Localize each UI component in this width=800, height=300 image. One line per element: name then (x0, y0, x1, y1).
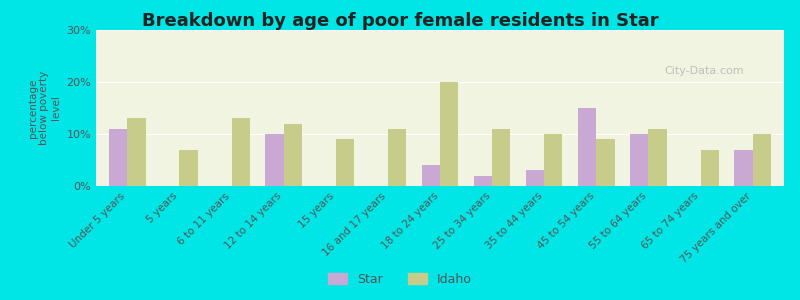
Bar (284, 124, 302, 186)
Text: Breakdown by age of poor female residents in Star: Breakdown by age of poor female resident… (142, 12, 658, 30)
Bar (179, 150, 198, 186)
Bar (701, 150, 719, 186)
Bar (127, 118, 146, 186)
Bar (526, 170, 544, 186)
Text: City-Data.com: City-Data.com (664, 66, 744, 76)
Bar (231, 118, 250, 186)
Bar (544, 134, 562, 186)
Bar (336, 139, 354, 186)
Bar (596, 139, 614, 186)
Bar (440, 82, 458, 186)
Bar (578, 108, 596, 186)
Bar (266, 134, 284, 186)
Y-axis label: percentage
below poverty
level: percentage below poverty level (28, 71, 61, 145)
Bar (734, 150, 753, 186)
Bar (474, 176, 492, 186)
Bar (388, 129, 406, 186)
Bar (492, 129, 510, 186)
Bar (649, 129, 666, 186)
Bar (753, 134, 771, 186)
Legend: Star, Idaho: Star, Idaho (323, 268, 477, 291)
Bar (109, 129, 127, 186)
Bar (422, 165, 440, 186)
Bar (630, 134, 649, 186)
